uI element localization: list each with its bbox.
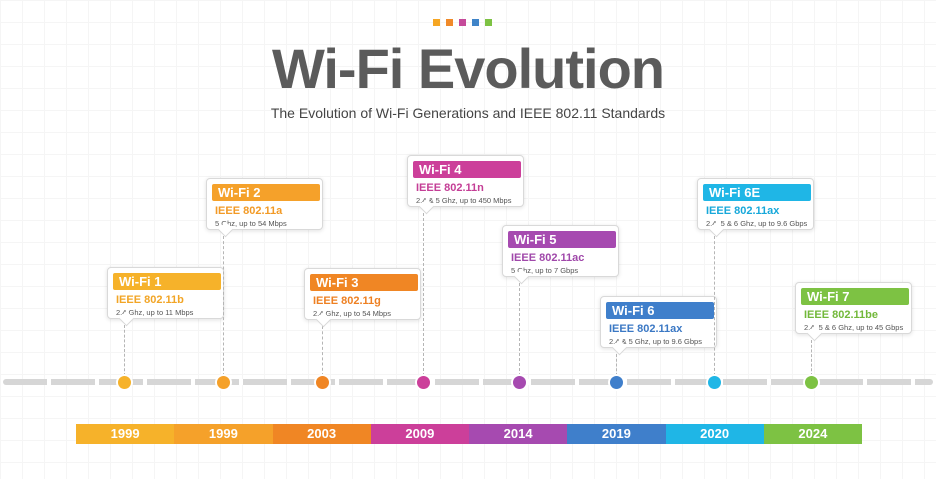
timeline-connector [714, 236, 715, 376]
generation-standard: IEEE 802.11a [215, 205, 283, 217]
generation-description: 2.4, 5 & 6 Ghz, up to 45 Gbps [804, 323, 904, 332]
page-title: Wi-Fi Evolution [272, 37, 665, 100]
page-subtitle: The Evolution of Wi-Fi Generations and I… [270, 105, 666, 121]
year-bar: 1999 1999 2003 2009 2014 2019 2020 2024 [76, 424, 862, 444]
generation-name: Wi-Fi 5 [508, 231, 616, 248]
year-label: 2003 [272, 424, 371, 444]
generation-description: 2.4 Ghz, up to 11 Mbps [116, 308, 194, 317]
generation-card: Wi-Fi 6E IEEE 802.11ax 2.4, 5 & 6 Ghz, up … [697, 178, 814, 230]
timeline-connector [223, 236, 224, 376]
generation-name: Wi-Fi 2 [212, 184, 320, 201]
generation-standard: IEEE 802.11g [313, 295, 381, 307]
timeline-node [117, 376, 131, 389]
generation-description: 5 Ghz, up to 7 Gbps [511, 266, 579, 275]
decorative-dots [433, 19, 492, 26]
generation-description: 2.4, 5 & 6 Ghz, up to 9.6 Gbps [706, 219, 808, 228]
timeline-node [804, 376, 818, 389]
generation-standard: IEEE 802.11n [416, 182, 484, 194]
generation-card: Wi-Fi 3 IEEE 802.11g 2.4 Ghz, up to 54 Mbp… [304, 268, 421, 320]
generation-name: Wi-Fi 6E [703, 184, 811, 201]
timeline-track [3, 379, 933, 385]
generation-name: Wi-Fi 3 [310, 274, 418, 291]
color-dot [446, 19, 453, 26]
generation-card: Wi-Fi 7 IEEE 802.11be 2.4, 5 & 6 Ghz, up t… [795, 282, 912, 334]
timeline-node [512, 376, 526, 389]
generation-name: Wi-Fi 1 [113, 273, 221, 290]
timeline-node [315, 376, 329, 389]
generation-card: Wi-Fi 6 IEEE 802.11ax 2.4 & 5 Ghz, up to 9… [600, 296, 717, 348]
generation-standard: IEEE 802.11ac [511, 252, 585, 264]
generation-name: Wi-Fi 7 [801, 288, 909, 305]
generation-standard: IEEE 802.11ax [609, 323, 683, 335]
year-label: 2019 [567, 424, 666, 444]
generation-description: 2.4 & 5 Ghz, up to 9.6 Gbps [609, 337, 702, 346]
timeline-connector [124, 325, 125, 376]
timeline-node [416, 376, 430, 389]
year-label: 2009 [370, 424, 469, 444]
year-label: 1999 [174, 424, 273, 444]
timeline-connector [811, 340, 812, 376]
generation-name: Wi-Fi 4 [413, 161, 521, 178]
color-dot [472, 19, 479, 26]
generation-description: 2.4 Ghz, up to 54 Mbps [313, 309, 391, 318]
generation-card: Wi-Fi 2 IEEE 802.11a 5 Ghz, up to 54 Mbps [206, 178, 323, 230]
timeline-connector [616, 354, 617, 376]
color-dot [433, 19, 440, 26]
generation-card: Wi-Fi 4 IEEE 802.11n 2.4 & 5 Ghz, up to 45… [407, 155, 524, 207]
timeline-node [609, 376, 623, 389]
year-label: 2014 [469, 424, 568, 444]
timeline-connector [423, 213, 424, 376]
generation-name: Wi-Fi 6 [606, 302, 714, 319]
timeline-connector [519, 283, 520, 376]
generation-description: 2.4 & 5 Ghz, up to 450 Mbps [416, 196, 512, 205]
color-dot [485, 19, 492, 26]
timeline-node [216, 376, 230, 389]
timeline-connector [322, 326, 323, 376]
year-label: 2024 [763, 424, 862, 444]
generation-description: 5 Ghz, up to 54 Mbps [215, 219, 287, 228]
generation-card: Wi-Fi 5 IEEE 802.11ac 5 Ghz, up to 7 Gbps [502, 225, 619, 277]
generation-card: Wi-Fi 1 IEEE 802.11b 2.4 Ghz, up to 11 Mbp… [107, 267, 224, 319]
year-label: 2020 [665, 424, 764, 444]
generation-standard: IEEE 802.11b [116, 294, 184, 306]
generation-standard: IEEE 802.11be [804, 309, 878, 321]
generation-standard: IEEE 802.11ax [706, 205, 780, 217]
year-label: 1999 [76, 424, 175, 444]
color-dot [459, 19, 466, 26]
timeline-node [707, 376, 721, 389]
